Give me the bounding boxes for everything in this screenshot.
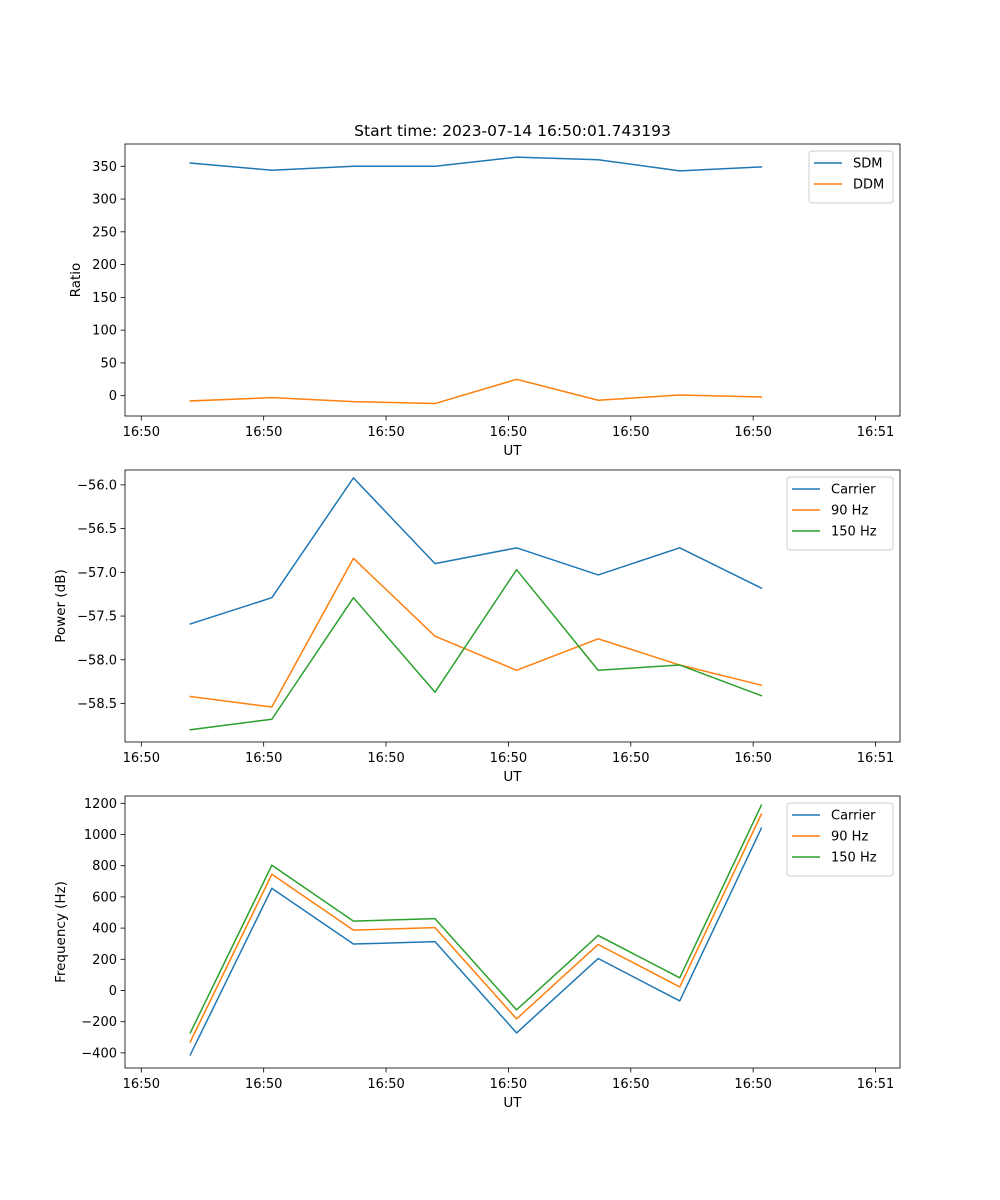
x-tick-label: 16:50 [490,1077,527,1092]
x-tick-label: 16:50 [245,1077,282,1092]
y-tick-label: 200 [92,953,117,968]
x-tick-label: 16:50 [734,1077,771,1092]
chart-panels: 16:50 16:50 16:50 16:50 16:50 16:50 16:51 0 50 10… [53,143,901,1111]
y-tick-label: 1200 [84,797,117,812]
y-tick-label: −58.5 [77,697,117,712]
x-tick-label: 16:50 [123,425,160,440]
x-tick-label: 16:50 [367,1077,404,1092]
legend-label: Carrier [831,483,876,498]
x-tick-label: 16:50 [490,425,527,440]
x-axis-label: UT [503,769,522,785]
x-axis-label: UT [503,443,522,459]
x-tick-label: 16:50 [734,425,771,440]
plot-frame [124,469,901,743]
series-line-150-hz [189,568,763,731]
x-axis-label: UT [503,1095,522,1111]
legend-label: DDM [853,178,884,193]
y-tick-label: 100 [92,324,117,339]
x-tick-label: 16:50 [245,425,282,440]
legend: SDM DDM [808,150,894,204]
legend-box [808,150,894,204]
x-tick-label: 16:50 [367,425,404,440]
chart-3: 16:50 16:50 16:50 16:50 16:50 16:50 16:51 −400 −… [53,795,901,1111]
y-tick-label: 350 [92,160,117,175]
chart-2: 16:50 16:50 16:50 16:50 16:50 16:50 16:51 −58.5… [53,469,901,785]
y-tick-label: 400 [92,922,117,937]
y-tick-label: −400 [81,1046,117,1061]
y-tick-label: −57.0 [77,566,117,581]
y-tick-label: 0 [109,984,117,999]
x-tick-label: 16:51 [857,1077,894,1092]
series-line-90-hz [189,813,763,1043]
y-axis-label: Power (dB) [53,569,69,642]
y-tick-label: 300 [92,193,117,208]
y-tick-label: −56.0 [77,478,117,493]
series-line-sdm [189,156,763,172]
x-tick-label: 16:50 [612,425,649,440]
y-tick-label: 150 [92,291,117,306]
y-tick-label: 200 [92,258,117,273]
legend-label: 90 Hz [831,504,868,519]
y-axis-label: Frequency (Hz) [53,881,69,983]
y-tick-label: −58.0 [77,653,117,668]
x-tick-label: 16:50 [612,1077,649,1092]
x-tick-label: 16:50 [245,751,282,766]
x-tick-label: 16:51 [857,425,894,440]
y-tick-label: −57.5 [77,610,117,625]
legend-label: 150 Hz [831,525,877,540]
series-line-carrier [189,827,763,1056]
series-line-carrier [189,477,763,625]
legend-label: 150 Hz [831,851,877,866]
series-line-150-hz [189,804,763,1034]
x-tick-label: 16:50 [123,751,160,766]
legend-label: Carrier [831,809,876,824]
y-tick-label: 0 [109,389,117,404]
legend-label: 90 Hz [831,830,868,845]
y-axis-label: Ratio [68,263,84,298]
x-tick-label: 16:50 [612,751,649,766]
legend-label: SDM [853,157,882,172]
plot-frame [124,143,901,417]
x-tick-label: 16:50 [367,751,404,766]
plot-frame [124,795,901,1069]
y-tick-label: 800 [92,859,117,874]
series-line-90-hz [189,557,763,708]
figure-title: Start time: 2023-07-14 16:50:01.743193 [354,122,671,140]
x-tick-label: 16:51 [857,751,894,766]
x-tick-label: 16:50 [490,751,527,766]
legend: Carrier 90 Hz 150 Hz [786,476,894,551]
y-tick-label: −56.5 [77,522,117,537]
y-tick-label: 1000 [84,828,117,843]
y-tick-label: 250 [92,225,117,240]
legend: Carrier 90 Hz 150 Hz [786,802,894,877]
chart-1: 16:50 16:50 16:50 16:50 16:50 16:50 16:51 0 50 10… [68,143,901,459]
y-tick-label: 50 [100,356,117,371]
y-tick-label: 600 [92,890,117,905]
x-tick-label: 16:50 [123,1077,160,1092]
series-line-ddm [189,378,763,405]
x-tick-label: 16:50 [734,751,771,766]
y-tick-label: −200 [81,1015,117,1030]
